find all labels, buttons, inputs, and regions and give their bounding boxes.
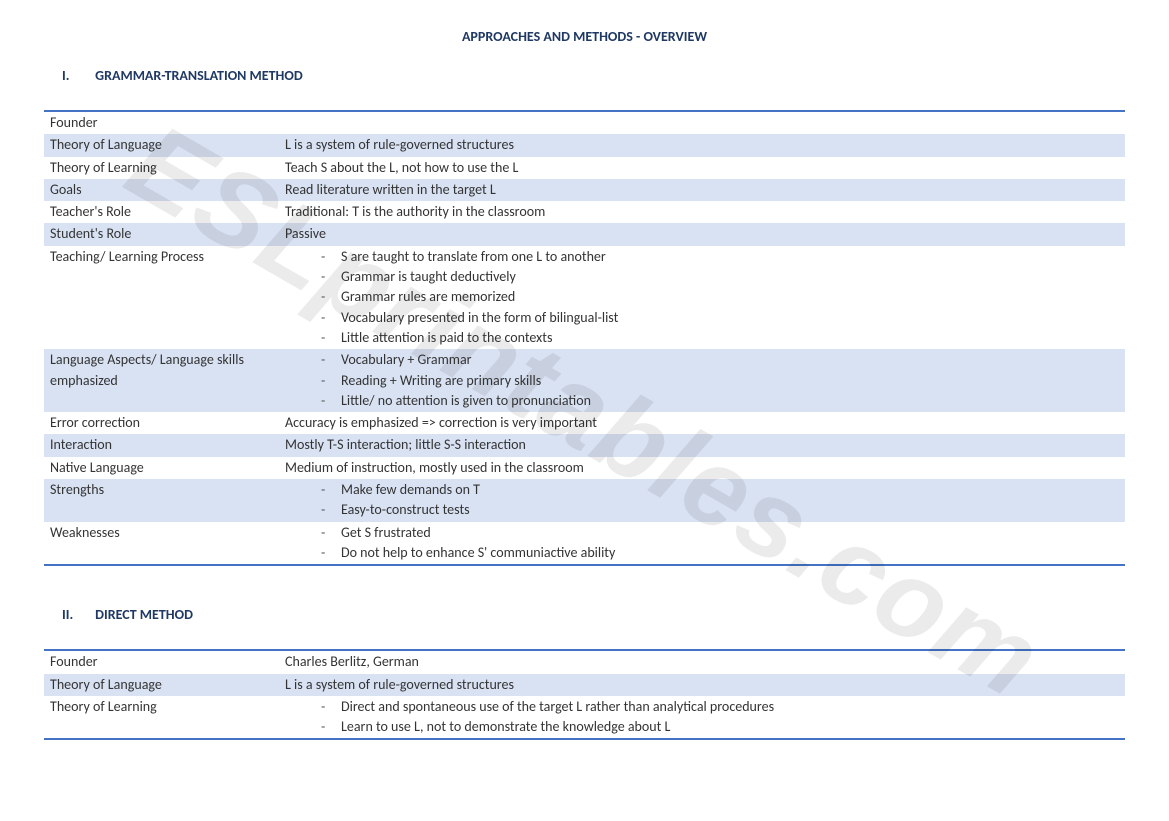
section-2-heading: II. DIRECT METHOD — [62, 606, 1125, 623]
list-item: Vocabulary + Grammar — [321, 350, 1119, 370]
table-row-label: Teacher's Role — [44, 201, 279, 223]
section-2-heading-text: DIRECT METHOD — [95, 606, 193, 623]
table-row-label: Theory of Language — [44, 134, 279, 156]
list-item: Grammar is taught deductively — [321, 267, 1119, 287]
table-row-value: L is a system of rule-governed structure… — [279, 134, 1125, 156]
table-row-value: Mostly T-S interaction; little S-S inter… — [279, 434, 1125, 456]
table-grammar-translation: FounderTheory of LanguageL is a system o… — [44, 110, 1125, 566]
table-row-value: Accuracy is emphasized => correction is … — [279, 412, 1125, 434]
list-item: Make few demands on T — [321, 480, 1119, 500]
list-item: S are taught to translate from one L to … — [321, 247, 1119, 267]
table-row-value: Charles Berlitz, German — [279, 650, 1125, 673]
table-row-label: Language Aspects/ Language skills emphas… — [44, 349, 279, 412]
table-row-value: S are taught to translate from one L to … — [279, 246, 1125, 349]
list-item: Little attention is paid to the contexts — [321, 328, 1119, 348]
table-row-label: Weaknesses — [44, 522, 279, 566]
list-item: Vocabulary presented in the form of bili… — [321, 308, 1119, 328]
table-row-label: Theory of Learning — [44, 696, 279, 740]
list-item: Little/ no attention is given to pronunc… — [321, 391, 1119, 411]
table-row-label: Interaction — [44, 434, 279, 456]
document-title: APPROACHES AND METHODS - OVERVIEW — [44, 28, 1125, 45]
table-row-label: Theory of Language — [44, 674, 279, 696]
table-row-label: Theory of Learning — [44, 157, 279, 179]
table-row-value: Medium of instruction, mostly used in th… — [279, 457, 1125, 479]
list-item: Get S frustrated — [321, 523, 1119, 543]
section-2-roman: II. — [62, 606, 92, 623]
list-item: Reading + Writing are primary skills — [321, 371, 1119, 391]
table-row-value: Direct and spontaneous use of the target… — [279, 696, 1125, 740]
table-row-value: Make few demands on TEasy-to-construct t… — [279, 479, 1125, 522]
list-item: Do not help to enhance S' communiactive … — [321, 543, 1119, 563]
table-row-label: Native Language — [44, 457, 279, 479]
table-row-label: Founder — [44, 650, 279, 673]
list-item: Learn to use L, not to demonstrate the k… — [321, 717, 1119, 737]
table-row-value: Passive — [279, 223, 1125, 245]
table-row-value: Vocabulary + GrammarReading + Writing ar… — [279, 349, 1125, 412]
list-item: Direct and spontaneous use of the target… — [321, 697, 1119, 717]
table-row-label: Goals — [44, 179, 279, 201]
table-row-label: Strengths — [44, 479, 279, 522]
table-row-label: Error correction — [44, 412, 279, 434]
table-row-value: L is a system of rule-governed structure… — [279, 674, 1125, 696]
table-direct-method: FounderCharles Berlitz, GermanTheory of … — [44, 649, 1125, 740]
table-row-label: Student's Role — [44, 223, 279, 245]
table-row-label: Teaching/ Learning Process — [44, 246, 279, 349]
table-row-value: Traditional: T is the authority in the c… — [279, 201, 1125, 223]
list-item: Easy-to-construct tests — [321, 500, 1119, 520]
table-row-value: Get S frustratedDo not help to enhance S… — [279, 522, 1125, 566]
list-item: Grammar rules are memorized — [321, 287, 1119, 307]
table-row-value: Teach S about the L, not how to use the … — [279, 157, 1125, 179]
table-row-value: Read literature written in the target L — [279, 179, 1125, 201]
section-1-heading-text: GRAMMAR-TRANSLATION METHOD — [95, 67, 303, 84]
table-row-label: Founder — [44, 111, 279, 134]
section-1-heading: I. GRAMMAR-TRANSLATION METHOD — [62, 67, 1125, 84]
table-row-value — [279, 111, 1125, 134]
section-1-roman: I. — [62, 67, 92, 84]
